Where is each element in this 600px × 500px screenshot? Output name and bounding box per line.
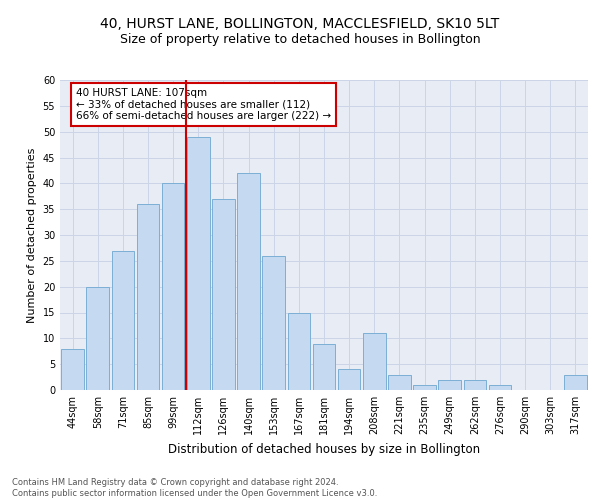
Bar [162,184,184,390]
Bar [86,286,109,390]
Bar [338,370,361,390]
Bar [212,199,235,390]
Bar [363,333,386,390]
Bar [237,173,260,390]
Bar [61,348,84,390]
X-axis label: Distribution of detached houses by size in Bollington: Distribution of detached houses by size … [168,442,480,456]
Y-axis label: Number of detached properties: Number of detached properties [27,148,37,322]
Bar [262,256,285,390]
Bar [137,204,160,390]
Bar [112,250,134,390]
Bar [464,380,486,390]
Bar [439,380,461,390]
Bar [564,374,587,390]
Text: Contains HM Land Registry data © Crown copyright and database right 2024.
Contai: Contains HM Land Registry data © Crown c… [12,478,377,498]
Bar [488,385,511,390]
Bar [388,374,411,390]
Text: 40, HURST LANE, BOLLINGTON, MACCLESFIELD, SK10 5LT: 40, HURST LANE, BOLLINGTON, MACCLESFIELD… [100,18,500,32]
Text: Size of property relative to detached houses in Bollington: Size of property relative to detached ho… [119,32,481,46]
Bar [187,137,209,390]
Bar [313,344,335,390]
Bar [287,312,310,390]
Text: 40 HURST LANE: 107sqm
← 33% of detached houses are smaller (112)
66% of semi-det: 40 HURST LANE: 107sqm ← 33% of detached … [76,88,331,121]
Bar [413,385,436,390]
